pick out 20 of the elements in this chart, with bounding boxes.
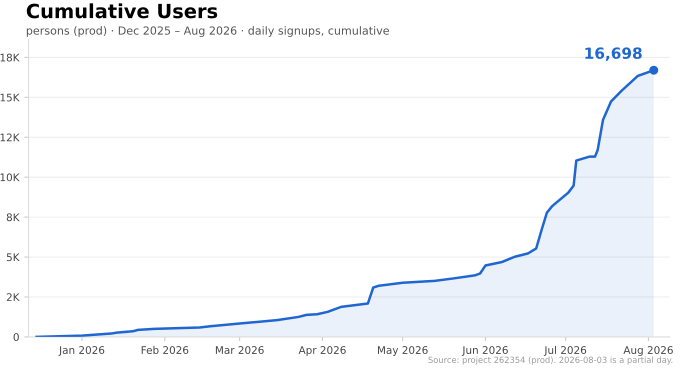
chart-title: Cumulative Users [26,3,218,18]
y-tick-label: 10K [0,173,20,182]
chart-subtitle: persons (prod) · Dec 2025 – Aug 2026 · daily signups, cumulative [26,26,389,37]
y-tick-label: 12K [0,133,20,142]
data-label: 16,698 [585,47,642,61]
x-tick-label: Jun 2026 [462,346,508,356]
y-tick-label: 5K [6,253,20,262]
source-note: Source: project 262354 (prod). 2026-08-03 is a partial day. [428,356,672,365]
y-tick-label: 0 [14,333,19,342]
x-tick-label: Apr 2026 [298,346,346,356]
y-tick-label: 2K [6,293,20,301]
y-tick-label: 18K [0,54,20,62]
y-tick-label: 8K [6,213,20,222]
x-tick-label: Jul 2026 [544,346,586,356]
x-tick-label: May 2026 [378,346,428,356]
x-tick-label: Feb 2026 [142,346,188,354]
y-tick-label: 15K [0,94,20,102]
x-tick-label: Mar 2026 [216,346,264,354]
x-tick-label: Aug 2026 [623,346,673,356]
x-tick-label: Jan 2026 [58,346,104,356]
